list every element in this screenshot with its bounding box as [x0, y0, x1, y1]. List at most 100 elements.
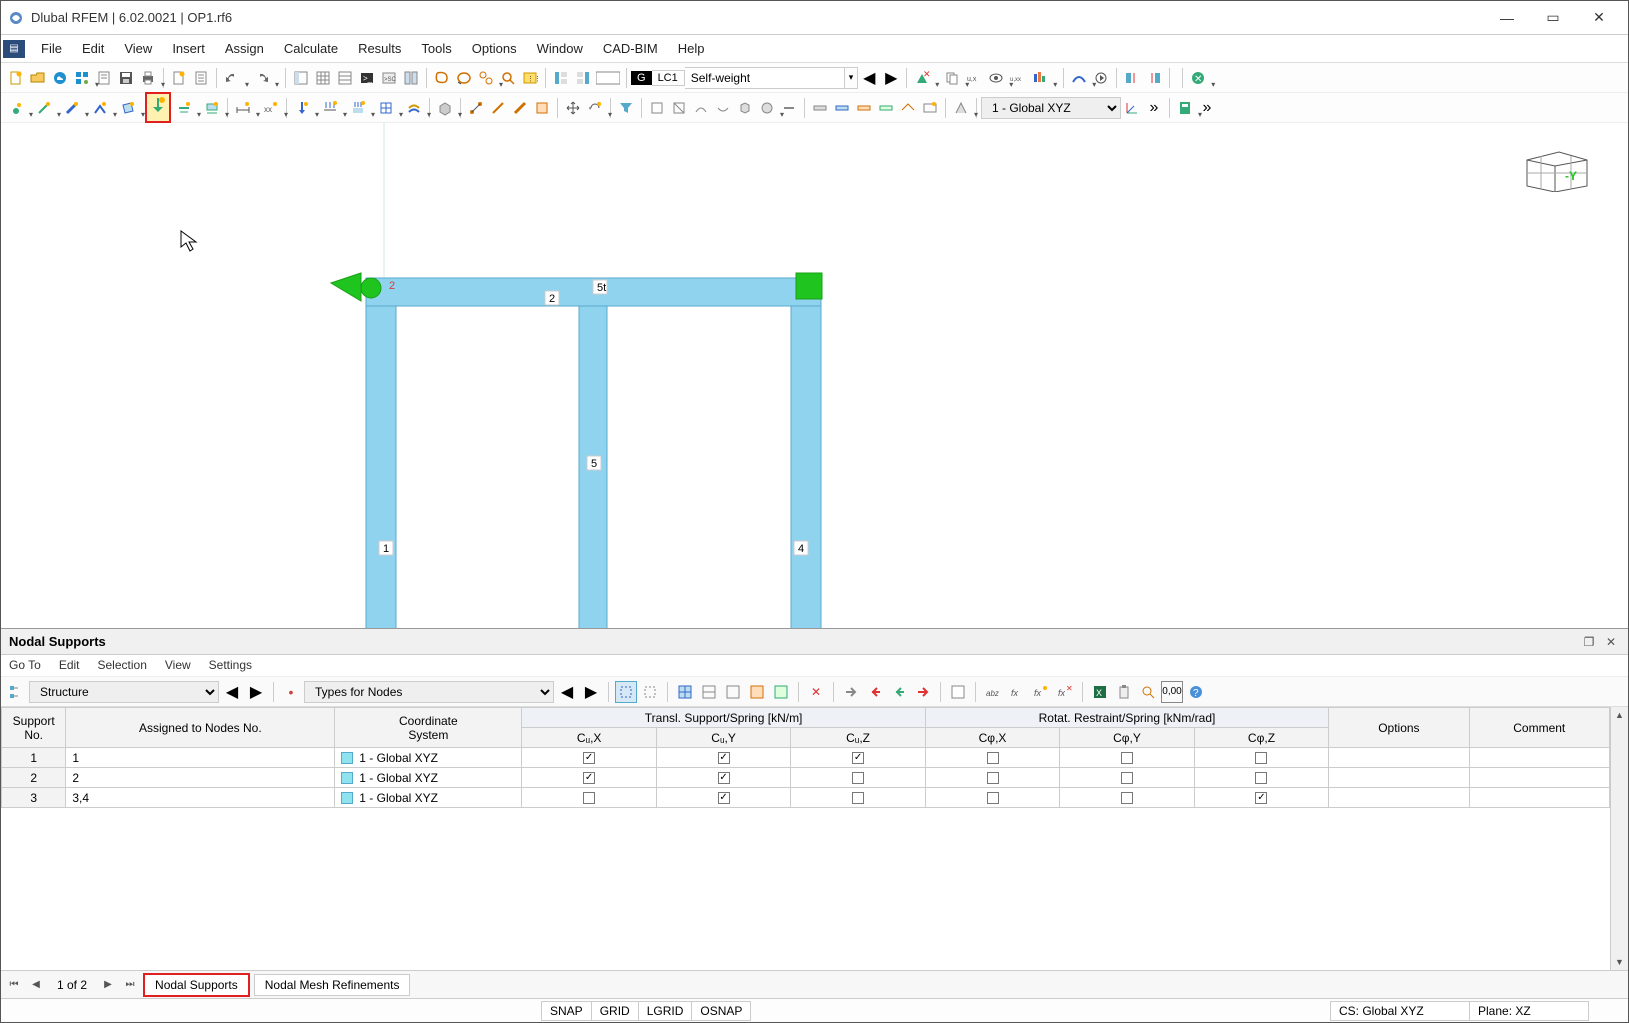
panel-restore-icon[interactable]: ❐	[1580, 633, 1598, 651]
checkbox-icon[interactable]	[987, 772, 999, 784]
scroll-down-icon[interactable]: ▼	[1612, 954, 1628, 970]
load-case-dropdown-icon[interactable]: ▾	[845, 67, 859, 89]
import-red-icon[interactable]	[864, 681, 886, 703]
panel-next-2-icon[interactable]: ▶	[580, 681, 602, 703]
display-uxx-icon[interactable]: u,xx	[1007, 66, 1029, 90]
nodal-load-icon[interactable]	[291, 96, 313, 120]
section-left-icon[interactable]	[1121, 66, 1143, 90]
select-nodes-icon[interactable]	[465, 96, 487, 120]
console-icon[interactable]: >_	[356, 66, 378, 90]
col-options[interactable]: Options	[1329, 708, 1469, 748]
panel-structure-select[interactable]: Structure	[29, 681, 219, 703]
structure-tree-icon[interactable]	[5, 681, 27, 703]
tab-first-icon[interactable]: ⏮	[5, 976, 23, 994]
checkbox-icon[interactable]	[1121, 752, 1133, 764]
panel-menu-settings[interactable]: Settings	[207, 655, 254, 676]
panel-types-select[interactable]: Types for Nodes	[304, 681, 554, 703]
grid-1-icon[interactable]	[674, 681, 696, 703]
app-menu-icon[interactable]: ▤	[3, 40, 25, 58]
menu-insert[interactable]: Insert	[162, 37, 215, 60]
member-set-icon[interactable]	[89, 96, 111, 120]
menu-calculate[interactable]: Calculate	[274, 37, 348, 60]
checkbox-icon[interactable]	[583, 752, 595, 764]
find-table-icon[interactable]	[1137, 681, 1159, 703]
view-cube-icon[interactable]: -Y	[1521, 148, 1593, 192]
status-plane[interactable]: Plane: XZ	[1469, 1001, 1589, 1021]
table-view-icon[interactable]	[312, 66, 334, 90]
minimize-button[interactable]: —	[1484, 1, 1530, 35]
col-cpx[interactable]: Cφ,X	[925, 728, 1059, 748]
view-type-3-icon[interactable]	[690, 96, 712, 120]
line-support-icon[interactable]	[173, 96, 195, 120]
view-type-7-icon[interactable]	[778, 96, 800, 120]
arrange-right-icon[interactable]	[572, 66, 594, 90]
report-icon[interactable]	[93, 66, 115, 90]
lasso-icon[interactable]	[431, 66, 453, 90]
imposed-deformation-icon[interactable]	[403, 96, 425, 120]
more-icon-2[interactable]: »	[1196, 96, 1218, 120]
color-palette-icon[interactable]	[947, 681, 969, 703]
tab-last-icon[interactable]: ⏭	[121, 976, 139, 994]
solid-icon[interactable]	[434, 96, 456, 120]
select-related-icon[interactable]	[475, 66, 497, 90]
surface-load-icon[interactable]	[347, 96, 369, 120]
help-icon[interactable]: ?	[1185, 681, 1207, 703]
checkbox-icon[interactable]	[852, 772, 864, 784]
col-cuy[interactable]: Cᵤ,Y	[656, 728, 790, 748]
menu-window[interactable]: Window	[527, 37, 593, 60]
menu-tools[interactable]: Tools	[411, 37, 461, 60]
find-icon[interactable]	[497, 66, 519, 90]
col-cuz[interactable]: Cᵤ,Z	[791, 728, 925, 748]
table-row[interactable]: 33,41 - Global XYZ	[2, 788, 1610, 808]
menu-results[interactable]: Results	[348, 37, 411, 60]
col-comment[interactable]: Comment	[1469, 708, 1609, 748]
nodal-support-highlighted-button[interactable]	[145, 92, 171, 123]
grid-icon-a[interactable]	[809, 96, 831, 120]
col-assigned[interactable]: Assigned to Nodes No.	[66, 708, 335, 748]
checkbox-icon[interactable]	[987, 752, 999, 764]
page-icon[interactable]	[190, 66, 212, 90]
node-icon[interactable]	[5, 96, 27, 120]
checkbox-icon[interactable]	[1121, 772, 1133, 784]
menu-options[interactable]: Options	[462, 37, 527, 60]
new-file-icon[interactable]	[5, 66, 27, 90]
load-case-name-input[interactable]	[685, 67, 845, 89]
menu-view[interactable]: View	[114, 37, 162, 60]
coord-sys-icon[interactable]	[1121, 96, 1143, 120]
checkbox-icon[interactable]	[987, 792, 999, 804]
save-icon[interactable]	[115, 66, 137, 90]
new-page-icon[interactable]	[168, 66, 190, 90]
arrange-left-icon[interactable]	[550, 66, 572, 90]
checkbox-icon[interactable]	[1255, 792, 1267, 804]
text-abz-icon[interactable]: abz	[982, 681, 1004, 703]
tab-prev-icon[interactable]: ◀	[27, 976, 45, 994]
grid-icon-f[interactable]	[919, 96, 941, 120]
view-type-2-icon[interactable]	[668, 96, 690, 120]
display-results-icon[interactable]	[1029, 66, 1051, 90]
col-support-no[interactable]: Support No.	[2, 708, 66, 748]
status-lgrid[interactable]: LGRID	[638, 1001, 693, 1021]
fx-del-icon[interactable]: fx✕	[1054, 681, 1076, 703]
grid-icon-e[interactable]	[897, 96, 919, 120]
panel-close-icon[interactable]: ✕	[1602, 633, 1620, 651]
redo-icon[interactable]	[251, 66, 273, 90]
status-snap[interactable]: SNAP	[541, 1001, 592, 1021]
scroll-up-icon[interactable]: ▲	[1612, 707, 1628, 723]
filter-icon[interactable]	[615, 96, 637, 120]
load-case-selector[interactable]: G LC1 ▾	[631, 67, 858, 89]
col-coord[interactable]: Coordinate System	[335, 708, 522, 748]
visibility-icon[interactable]	[985, 66, 1007, 90]
menu-edit[interactable]: Edit	[72, 37, 114, 60]
color-swatch-icon[interactable]	[594, 66, 622, 90]
select-circle-icon[interactable]	[453, 66, 475, 90]
select-in-view-icon[interactable]	[615, 681, 637, 703]
view-type-5-icon[interactable]	[734, 96, 756, 120]
clipboard-icon[interactable]	[1113, 681, 1135, 703]
panel-menu-goto[interactable]: Go To	[7, 655, 43, 676]
navigator-icon[interactable]	[290, 66, 312, 90]
animation-icon[interactable]	[1090, 66, 1112, 90]
grid-2-icon[interactable]	[698, 681, 720, 703]
solid-load-icon[interactable]	[375, 96, 397, 120]
table-row[interactable]: 221 - Global XYZ	[2, 768, 1610, 788]
member-icon[interactable]	[61, 96, 83, 120]
